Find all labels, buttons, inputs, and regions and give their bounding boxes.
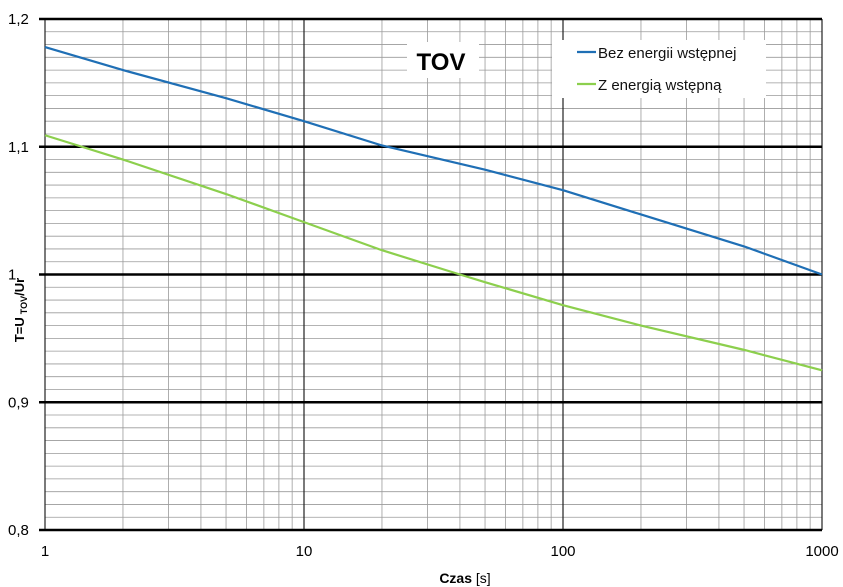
x-tick-label: 100	[550, 543, 575, 560]
x-axis-label-bold: Czas	[439, 570, 472, 586]
chart-title-group: TOV	[407, 42, 479, 78]
y-tick-label: 1,2	[8, 11, 29, 28]
series-layer	[44, 46, 823, 372]
y-tick-label: 1	[8, 267, 16, 284]
y-tick-label: 1,1	[8, 139, 29, 156]
legend-label-bez-energii: Bez energii wstępnej	[598, 45, 736, 62]
x-axis-label: Czas [s]	[439, 570, 490, 586]
legend: Bez energii wstępnej Z energią wstępną	[552, 40, 766, 98]
x-tick-label: 1	[41, 543, 49, 560]
legend-box	[552, 40, 766, 98]
chart-title: TOV	[417, 49, 466, 76]
x-tick-label: 10	[296, 543, 313, 560]
y-axis-label-suffix: /Ur	[12, 278, 27, 296]
x-axis-label-unit: [s]	[476, 570, 491, 586]
legend-label-z-energia: Z energią wstępną	[598, 77, 722, 94]
series-line-0	[44, 46, 823, 276]
chart-title-box	[407, 42, 479, 78]
series-line-1	[44, 134, 823, 372]
major-grid	[39, 17, 823, 532]
y-tick-label: 0,9	[8, 394, 29, 411]
y-axis-label: T=U TOV/Ur	[12, 278, 29, 342]
x-tick-label: 1000	[805, 543, 838, 560]
y-axis-label-prefix: T=U	[12, 317, 27, 342]
tick-labels: 1 10 100 1000 0,8 0,9 1 1,1 1,2	[8, 11, 839, 560]
y-axis-label-subscript: TOV	[19, 296, 29, 314]
y-tick-label: 0,8	[8, 522, 29, 539]
